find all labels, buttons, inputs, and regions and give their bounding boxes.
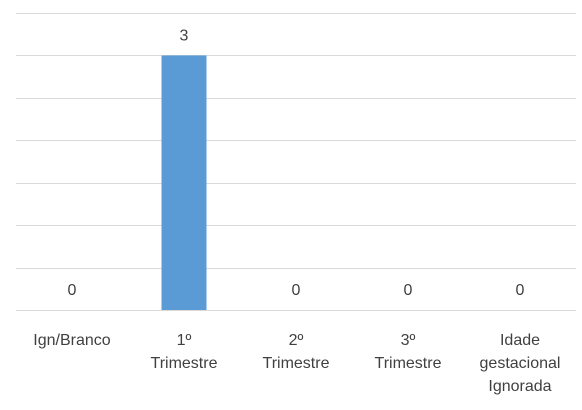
x-tick-label-2: 2º Trimestre: [263, 332, 330, 372]
x-tick-label-3-line-0: 3º: [401, 332, 416, 349]
data-label-0: 0: [68, 282, 77, 299]
x-tick-label-0: Ign/Branco: [33, 332, 110, 349]
x-tick-label-3: 3º Trimestre: [375, 332, 442, 372]
data-label-1: 3: [180, 27, 189, 44]
x-tick-label-4-line-1: gestacional: [480, 355, 561, 372]
x-tick-label-4-line-0: Idade: [500, 332, 540, 349]
x-axis-tick-labels: Ign/Branco 1º Trimestre 2º Trimestre 3º Trimes…: [33, 332, 560, 395]
x-tick-label-4: Idade gestacional Ignorada: [480, 332, 561, 395]
x-tick-label-1-line-1: Trimestre: [151, 355, 218, 372]
data-label-3: 0: [404, 282, 413, 299]
x-tick-label-4-line-2: Ignorada: [488, 378, 551, 395]
data-label-4: 0: [516, 282, 525, 299]
x-tick-label-2-line-0: 2º: [289, 332, 304, 349]
x-tick-label-2-line-1: Trimestre: [263, 355, 330, 372]
gridlines: [16, 13, 576, 311]
x-tick-label-1-line-0: 1º: [177, 332, 192, 349]
x-tick-label-3-line-1: Trimestre: [375, 355, 442, 372]
data-labels: 0 3 0 0 0: [68, 27, 525, 299]
bar-1: [161, 55, 207, 310]
data-label-2: 0: [292, 282, 301, 299]
x-tick-label-1: 1º Trimestre: [151, 332, 218, 372]
bars: [161, 55, 207, 310]
x-tick-label-0-line-0: Ign/Branco: [33, 332, 110, 349]
